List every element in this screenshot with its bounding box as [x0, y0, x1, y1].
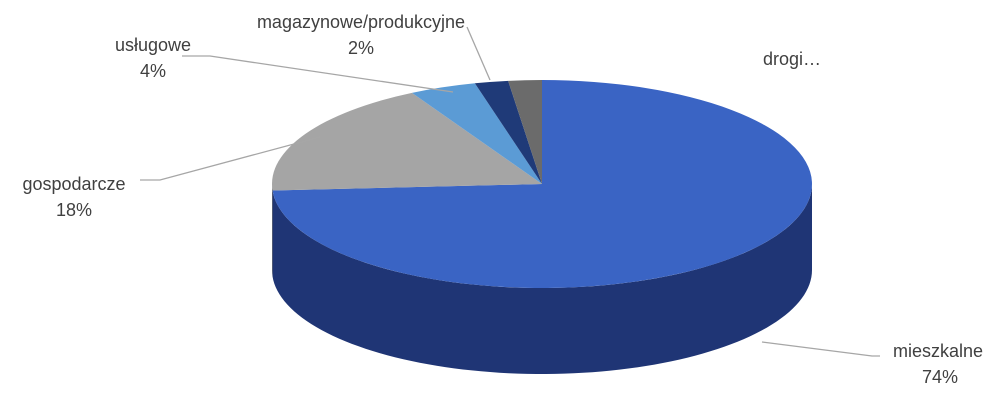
pie-slice-1 [271, 92, 542, 191]
leader-line-1 [140, 136, 321, 181]
leader-line-2 [182, 55, 454, 93]
label-magazynowe-name: magazynowe/produkcyjne [257, 12, 465, 32]
pie-side-1 [272, 184, 273, 277]
label-uslugowe-name: usługowe [115, 35, 191, 55]
leader-lines [140, 26, 880, 357]
pie-slice-2 [411, 83, 542, 184]
label-magazynowe-percent: 2% [348, 38, 374, 58]
label-drogi-name: drogi… [763, 49, 821, 69]
pie-sides [272, 184, 812, 374]
label-gospodarcze-percent: 18% [56, 200, 92, 220]
pie-slices [271, 80, 812, 289]
pie-side-0 [272, 184, 812, 374]
slice-labels: mieszkalne 74% gospodarcze 18% usługowe … [22, 12, 983, 387]
label-gospodarcze-name: gospodarcze [22, 174, 125, 194]
pie-slice-4 [508, 80, 542, 184]
pie-slice-0 [272, 80, 812, 289]
leader-line-3 [466, 26, 491, 81]
leader-line-0 [761, 341, 880, 357]
label-mieszkalne-percent: 74% [922, 367, 958, 387]
label-mieszkalne-name: mieszkalne [893, 341, 983, 361]
pie-slice-3 [474, 80, 542, 184]
label-uslugowe-percent: 4% [140, 61, 166, 81]
